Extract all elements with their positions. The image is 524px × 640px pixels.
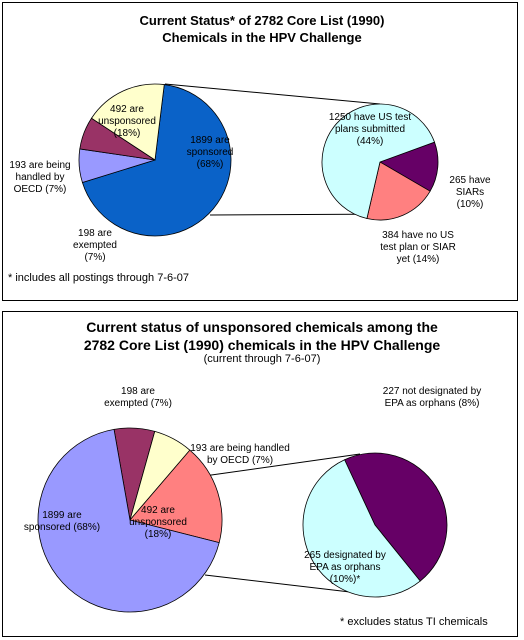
slice-label: 492 are unsponsored (18%) <box>129 505 187 540</box>
pie-slice <box>302 459 421 598</box>
slice-label: 265 have SIARs (10%) <box>449 175 491 210</box>
pie-slice <box>366 161 431 221</box>
chart-title: Current status of unsponsored chemicals … <box>83 319 441 353</box>
slice-label: 198 are exempted (7%) <box>73 228 117 263</box>
connector <box>189 453 361 479</box>
connector <box>204 574 351 593</box>
slice-label: 384 have no US test plan or SIAR yet (14… <box>380 230 456 265</box>
slice-label: 492 are unsponsored (18%) <box>98 104 156 139</box>
pie-slice <box>321 103 436 219</box>
chart-subtitle: (current through 7-6-07) <box>203 353 321 365</box>
chart-title: Current Status* of 2782 Core List (1990)… <box>139 13 385 45</box>
footnote: * excludes status TI chemicals <box>340 616 488 628</box>
slice-label: 265 designated by EPA as orphans (10%)* <box>304 550 386 585</box>
pie-slice <box>90 83 165 161</box>
slice-label: 1899 are sponsored (68%) <box>186 135 234 170</box>
footnote: * includes all postings through 7-6-07 <box>8 272 190 284</box>
slice-label: 198 are exempted (7%) <box>104 386 172 409</box>
pie-slice <box>379 141 439 192</box>
connector <box>164 83 381 105</box>
pie-slice <box>129 449 223 544</box>
slice-label: 227 not designated by EPA as orphans (8%… <box>382 386 482 409</box>
slice-label: 193 are being handled by OECD (7%) <box>9 160 71 195</box>
pie-slice <box>344 452 448 582</box>
pie-slice <box>81 84 232 237</box>
slice-label: 1250 have US test plans submitted (44%) <box>328 112 412 147</box>
slice-label: 1899 are sponsored (68%) <box>23 510 101 533</box>
slice-label: 193 are being handled by OECD (7%) <box>190 443 290 466</box>
pie-slice <box>37 428 220 613</box>
